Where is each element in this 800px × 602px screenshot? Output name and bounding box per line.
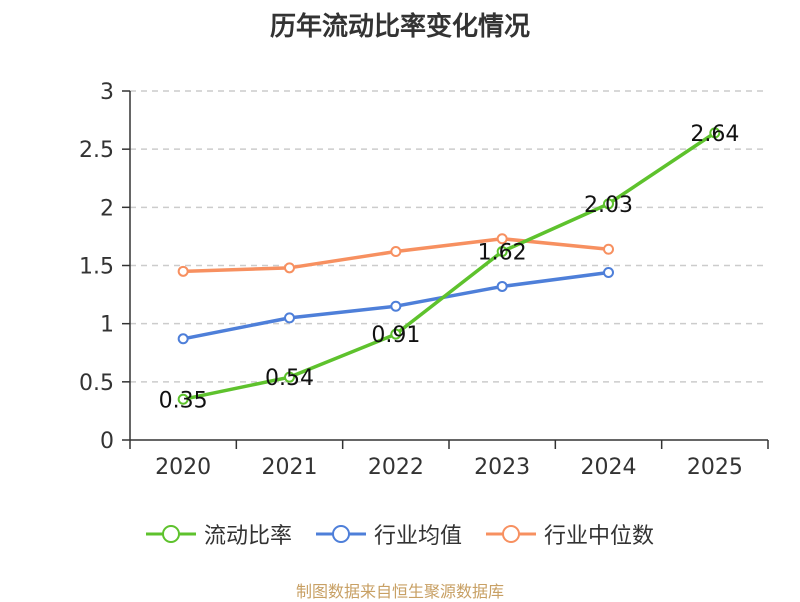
legend-line-icon bbox=[145, 525, 196, 543]
data-point bbox=[496, 246, 508, 258]
legend-line-icon bbox=[486, 525, 536, 543]
data-point bbox=[496, 233, 508, 245]
data-point bbox=[603, 243, 614, 255]
legend-label: 行业均值 bbox=[373, 524, 462, 549]
data-point bbox=[390, 300, 402, 312]
series-line-0 bbox=[182, 131, 716, 401]
data-point bbox=[284, 262, 295, 274]
data-point bbox=[390, 328, 402, 340]
x-tick-label: 2022 bbox=[368, 455, 424, 480]
y-tick-label: 2 bbox=[100, 196, 114, 221]
data-point bbox=[496, 280, 508, 292]
data-point bbox=[284, 312, 295, 324]
data-label: 0.91 bbox=[371, 323, 420, 348]
data-label: 1.62 bbox=[478, 241, 527, 266]
data-point bbox=[603, 198, 614, 210]
series-lines bbox=[177, 127, 721, 405]
data-point bbox=[390, 246, 402, 258]
data-label: 2.64 bbox=[690, 122, 739, 147]
grid-lines bbox=[130, 90, 768, 383]
data-label: 0.35 bbox=[159, 388, 208, 413]
x-tick-label: 2021 bbox=[262, 455, 318, 480]
legend-item-current-ratio[interactable]: 流动比率 bbox=[145, 518, 292, 550]
y-tick-label: 3 bbox=[100, 80, 114, 105]
x-tick-label: 2023 bbox=[474, 455, 530, 480]
legend-label: 行业中位数 bbox=[544, 524, 655, 549]
legend-item-industry-median[interactable]: 行业中位数 bbox=[486, 518, 654, 550]
y-tick-label: 1 bbox=[100, 313, 114, 338]
legend-label: 流动比率 bbox=[203, 524, 292, 549]
y-tick-label: 0 bbox=[100, 429, 114, 454]
legend: 流动比率 行业均值 行业中位数 bbox=[0, 518, 800, 550]
x-tick-label: 2020 bbox=[155, 455, 211, 480]
legend-item-industry-mean[interactable]: 行业均值 bbox=[315, 518, 462, 550]
data-point bbox=[177, 265, 189, 277]
chart-title: 历年流动比率变化情况 bbox=[269, 12, 530, 42]
data-label: 0.54 bbox=[265, 366, 314, 391]
y-tick-label: 0.5 bbox=[79, 371, 114, 396]
data-point bbox=[284, 371, 295, 383]
data-label: 2.03 bbox=[584, 193, 633, 218]
data-labels: 0.35 0.54 0.91 1.62 2.03 2.64 bbox=[159, 122, 740, 413]
y-tick-label: 1.5 bbox=[79, 255, 114, 280]
data-point bbox=[709, 127, 721, 139]
legend-line-icon bbox=[315, 525, 366, 543]
axes: 0 0.5 1 1.5 2 2.5 3 2020 2021 2022 2023 2024 2025 bbox=[79, 80, 769, 480]
x-tick-label: 2024 bbox=[581, 455, 637, 480]
x-tick-label: 2025 bbox=[687, 455, 743, 480]
data-point bbox=[177, 333, 189, 345]
source-note: 制图数据来自恒生聚源数据库 bbox=[295, 582, 504, 601]
data-point bbox=[603, 266, 614, 278]
data-point bbox=[177, 393, 189, 405]
y-tick-label: 2.5 bbox=[79, 138, 114, 163]
